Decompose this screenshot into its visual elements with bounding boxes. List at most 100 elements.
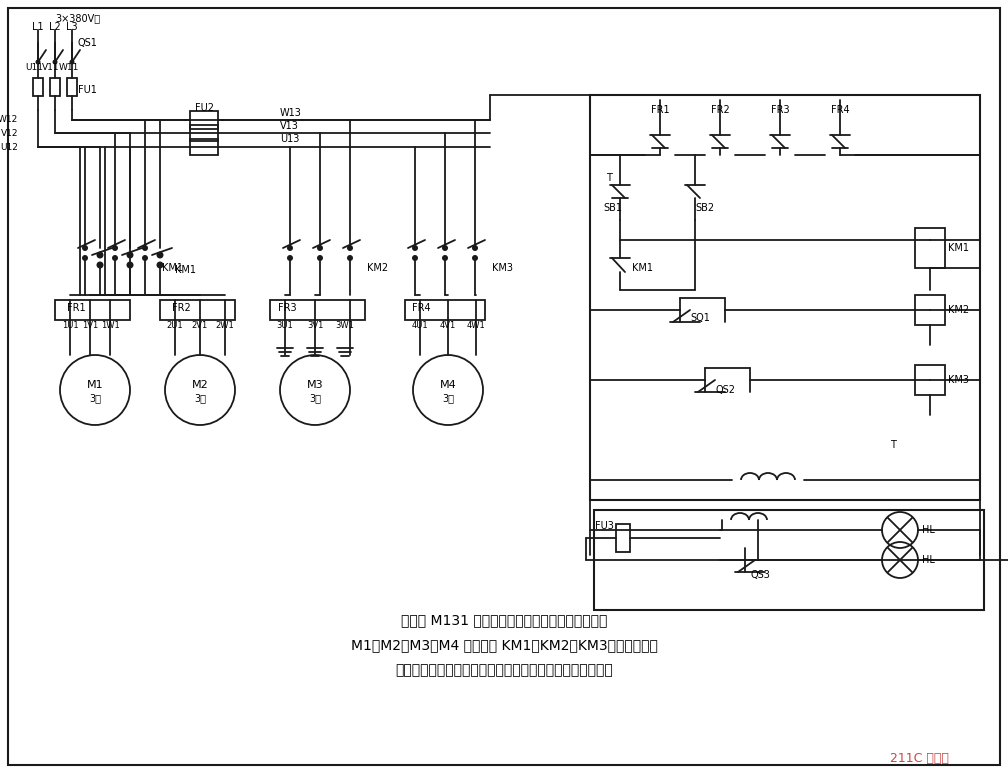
- Circle shape: [287, 245, 293, 251]
- Circle shape: [412, 245, 418, 251]
- Text: 3～: 3～: [309, 393, 321, 403]
- Bar: [616, 524, 630, 552]
- Circle shape: [82, 255, 88, 261]
- Circle shape: [347, 245, 353, 251]
- Circle shape: [442, 255, 448, 261]
- Text: M2: M2: [192, 380, 209, 390]
- Text: U12: U12: [0, 142, 18, 152]
- Circle shape: [126, 262, 133, 269]
- Text: 3W1: 3W1: [336, 320, 355, 329]
- Text: V13: V13: [280, 121, 299, 131]
- Text: 3V1: 3V1: [306, 320, 324, 329]
- Text: 2V1: 2V1: [192, 320, 208, 329]
- Text: FU3: FU3: [595, 521, 614, 531]
- Text: L2: L2: [49, 22, 60, 32]
- Circle shape: [112, 245, 118, 251]
- Text: FR2: FR2: [172, 303, 191, 313]
- Text: M1: M1: [87, 380, 103, 390]
- Text: FR4: FR4: [412, 303, 430, 313]
- Text: W12: W12: [0, 116, 18, 124]
- Text: 1W1: 1W1: [101, 320, 119, 329]
- Text: KM2: KM2: [367, 263, 388, 273]
- Text: 1U1: 1U1: [61, 320, 79, 329]
- Circle shape: [287, 255, 293, 261]
- Text: SB2: SB2: [695, 203, 714, 213]
- Text: V11: V11: [42, 64, 59, 72]
- Text: FR1: FR1: [67, 303, 86, 313]
- Text: 4W1: 4W1: [467, 320, 486, 329]
- Circle shape: [142, 255, 148, 261]
- Text: 1V1: 1V1: [82, 320, 98, 329]
- Text: M1、M2、M3、M4 由接触器 KM1、KM2、KM3控制。每台电: M1、M2、M3、M4 由接触器 KM1、KM2、KM3控制。每台电: [351, 638, 657, 652]
- Circle shape: [317, 245, 323, 251]
- Circle shape: [82, 245, 88, 251]
- Circle shape: [97, 252, 104, 259]
- Text: V12: V12: [0, 128, 18, 138]
- Text: HL: HL: [922, 555, 934, 565]
- Text: QS2: QS2: [715, 385, 735, 395]
- Bar: [55, 300, 130, 320]
- Text: L3: L3: [67, 22, 78, 32]
- Text: KM3: KM3: [492, 263, 513, 273]
- Bar: [405, 300, 485, 320]
- Text: FR2: FR2: [711, 105, 730, 115]
- Circle shape: [472, 255, 478, 261]
- Text: 所示为 M131 型外圆磨床电气原理图，四台电动机: 所示为 M131 型外圆磨床电气原理图，四台电动机: [401, 613, 607, 627]
- Circle shape: [126, 252, 133, 259]
- Text: 机均有热继电器进行过载保护，并且有熔断器作短路保护。: 机均有热继电器进行过载保护，并且有熔断器作短路保护。: [395, 663, 613, 677]
- Text: SQ1: SQ1: [690, 313, 710, 323]
- Text: 211C 电子网: 211C 电子网: [890, 751, 949, 765]
- Text: QS1: QS1: [78, 38, 98, 48]
- Circle shape: [156, 262, 163, 269]
- Bar: [190, 139, 218, 155]
- Text: KM1: KM1: [175, 265, 196, 275]
- Text: 4U1: 4U1: [411, 320, 428, 329]
- Circle shape: [52, 60, 57, 64]
- Circle shape: [142, 245, 148, 251]
- Text: 4V1: 4V1: [439, 320, 457, 329]
- Circle shape: [112, 255, 118, 261]
- Text: 2W1: 2W1: [216, 320, 235, 329]
- Text: 3～: 3～: [194, 393, 206, 403]
- Circle shape: [70, 60, 75, 64]
- Bar: [33, 78, 43, 96]
- Text: M3: M3: [306, 380, 324, 390]
- Text: HL: HL: [922, 525, 934, 535]
- Circle shape: [442, 245, 448, 251]
- Circle shape: [156, 252, 163, 259]
- Text: L1: L1: [32, 22, 43, 32]
- Bar: [50, 78, 60, 96]
- Text: U11: U11: [25, 64, 43, 72]
- Text: 3×380V～: 3×380V～: [55, 13, 100, 23]
- Text: FR3: FR3: [771, 105, 789, 115]
- Circle shape: [97, 262, 104, 269]
- Text: KM2: KM2: [948, 305, 969, 315]
- Text: KM3: KM3: [948, 375, 969, 385]
- Text: QS3: QS3: [750, 570, 770, 580]
- Text: 3～: 3～: [442, 393, 454, 403]
- Text: KM1: KM1: [162, 263, 183, 273]
- Bar: [915, 228, 946, 268]
- Text: KM1: KM1: [632, 263, 653, 273]
- Text: M4: M4: [439, 380, 457, 390]
- Text: 3U1: 3U1: [276, 320, 293, 329]
- Text: FR4: FR4: [831, 105, 850, 115]
- Text: FU2: FU2: [195, 103, 214, 113]
- Bar: [160, 300, 235, 320]
- Text: FR3: FR3: [278, 303, 296, 313]
- Circle shape: [317, 255, 323, 261]
- Text: U13: U13: [280, 134, 299, 144]
- Bar: [67, 78, 77, 96]
- Bar: [594, 510, 984, 610]
- Circle shape: [347, 255, 353, 261]
- Text: T: T: [890, 440, 896, 450]
- Text: 3～: 3～: [89, 393, 101, 403]
- Text: SB1: SB1: [603, 203, 622, 213]
- Bar: [190, 111, 218, 129]
- Circle shape: [35, 60, 40, 64]
- Circle shape: [412, 255, 418, 261]
- Text: FU1: FU1: [78, 85, 97, 95]
- Bar: [915, 295, 946, 325]
- Text: 2U1: 2U1: [166, 320, 183, 329]
- Bar: [590, 95, 980, 500]
